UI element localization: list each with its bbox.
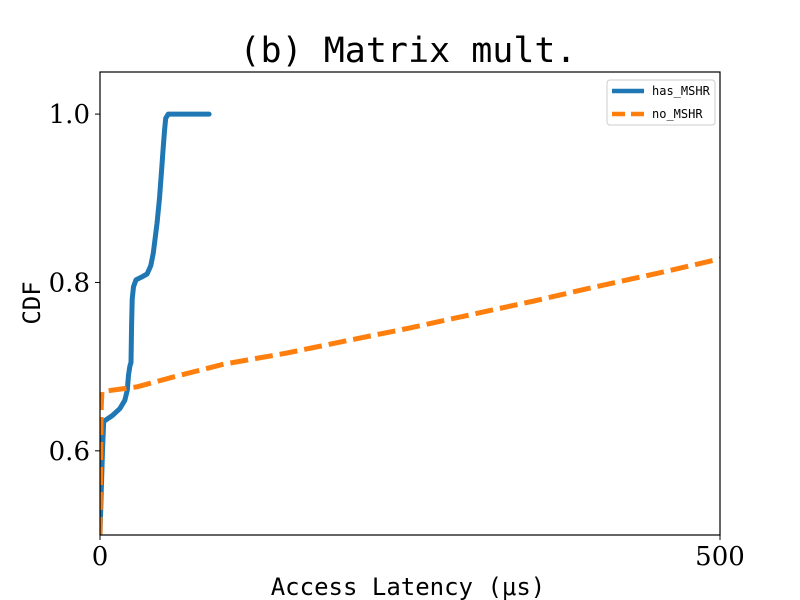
x-tick-label: 500	[695, 542, 745, 572]
legend: has_MSHR no_MSHR	[606, 79, 716, 126]
x-tick-label: 0	[92, 542, 109, 572]
series-line-has-mshr	[100, 111, 212, 535]
y-tick-label: 0.6	[49, 437, 90, 467]
series-line-no-mshr	[100, 256, 720, 535]
axis-ticks: 0 500 0.6 0.8 1.0	[49, 100, 745, 572]
legend-label-no-mshr: no_MSHR	[652, 107, 703, 121]
chart-title: (b) Matrix mult.	[239, 31, 576, 71]
y-tick-label: 1.0	[49, 100, 90, 130]
legend-label-has-mshr: has_MSHR	[652, 84, 711, 98]
y-tick-label: 0.8	[49, 268, 90, 298]
axes-frame	[99, 71, 721, 536]
y-axis-label: CDF	[18, 281, 46, 324]
x-axis-label: Access Latency (μs)	[271, 573, 546, 600]
plot-area	[100, 111, 720, 535]
